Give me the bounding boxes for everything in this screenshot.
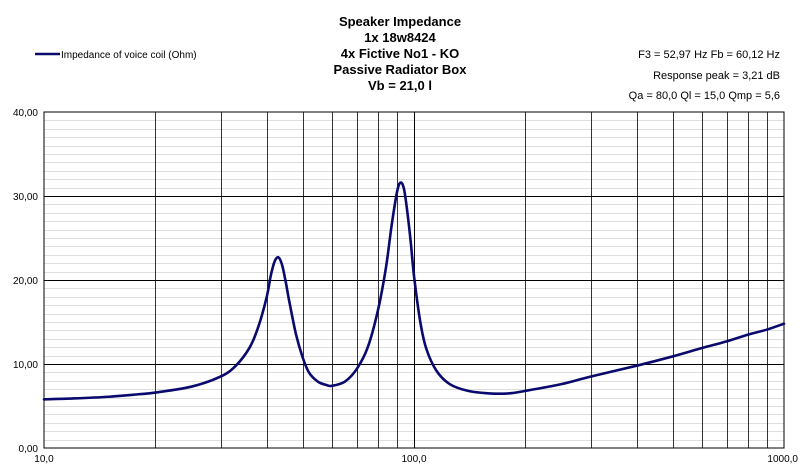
parameter-block: F3 = 52,97 Hz Fb = 60,12 Hz Response pea…	[629, 49, 780, 102]
y-tick-label: 10,00	[13, 360, 38, 371]
plot-border	[43, 111, 785, 449]
y-tick-label: 40,00	[13, 108, 38, 119]
y-tick-label: 30,00	[13, 192, 38, 203]
legend-label: Impedance of voice coil (Ohm)	[61, 50, 197, 61]
x-axis: 10,0 100,0 1000,0	[34, 454, 798, 465]
title-line: 4x Fictive No1 - KO	[341, 46, 459, 61]
chart-title: Speaker Impedance 1x 18w8424 4x Fictive …	[334, 14, 468, 93]
parameter-line: Response peak = 3,21 dB	[653, 70, 780, 82]
parameter-line: F3 = 52,97 Hz Fb = 60,12 Hz	[638, 49, 780, 61]
title-line: Speaker Impedance	[339, 14, 461, 29]
title-line: Passive Radiator Box	[334, 62, 468, 77]
series-layer	[42, 181, 786, 401]
x-tick-label: 1000,0	[767, 454, 798, 465]
legend: Impedance of voice coil (Ohm)	[35, 50, 197, 61]
x-tick-label: 100,0	[401, 454, 426, 465]
y-axis: 0,00 10,00 20,00 30,00 40,00	[13, 108, 38, 455]
impedance-series-line	[42, 181, 786, 401]
y-tick-label: 0,00	[19, 444, 39, 455]
x-tick-label: 10,0	[34, 454, 54, 465]
y-tick-label: 20,00	[13, 276, 38, 287]
parameter-line: Qa = 80,0 Ql = 15,0 Qmp = 5,6	[629, 90, 780, 102]
title-line: Vb = 21,0 l	[368, 78, 432, 93]
title-line: 1x 18w8424	[364, 30, 436, 45]
